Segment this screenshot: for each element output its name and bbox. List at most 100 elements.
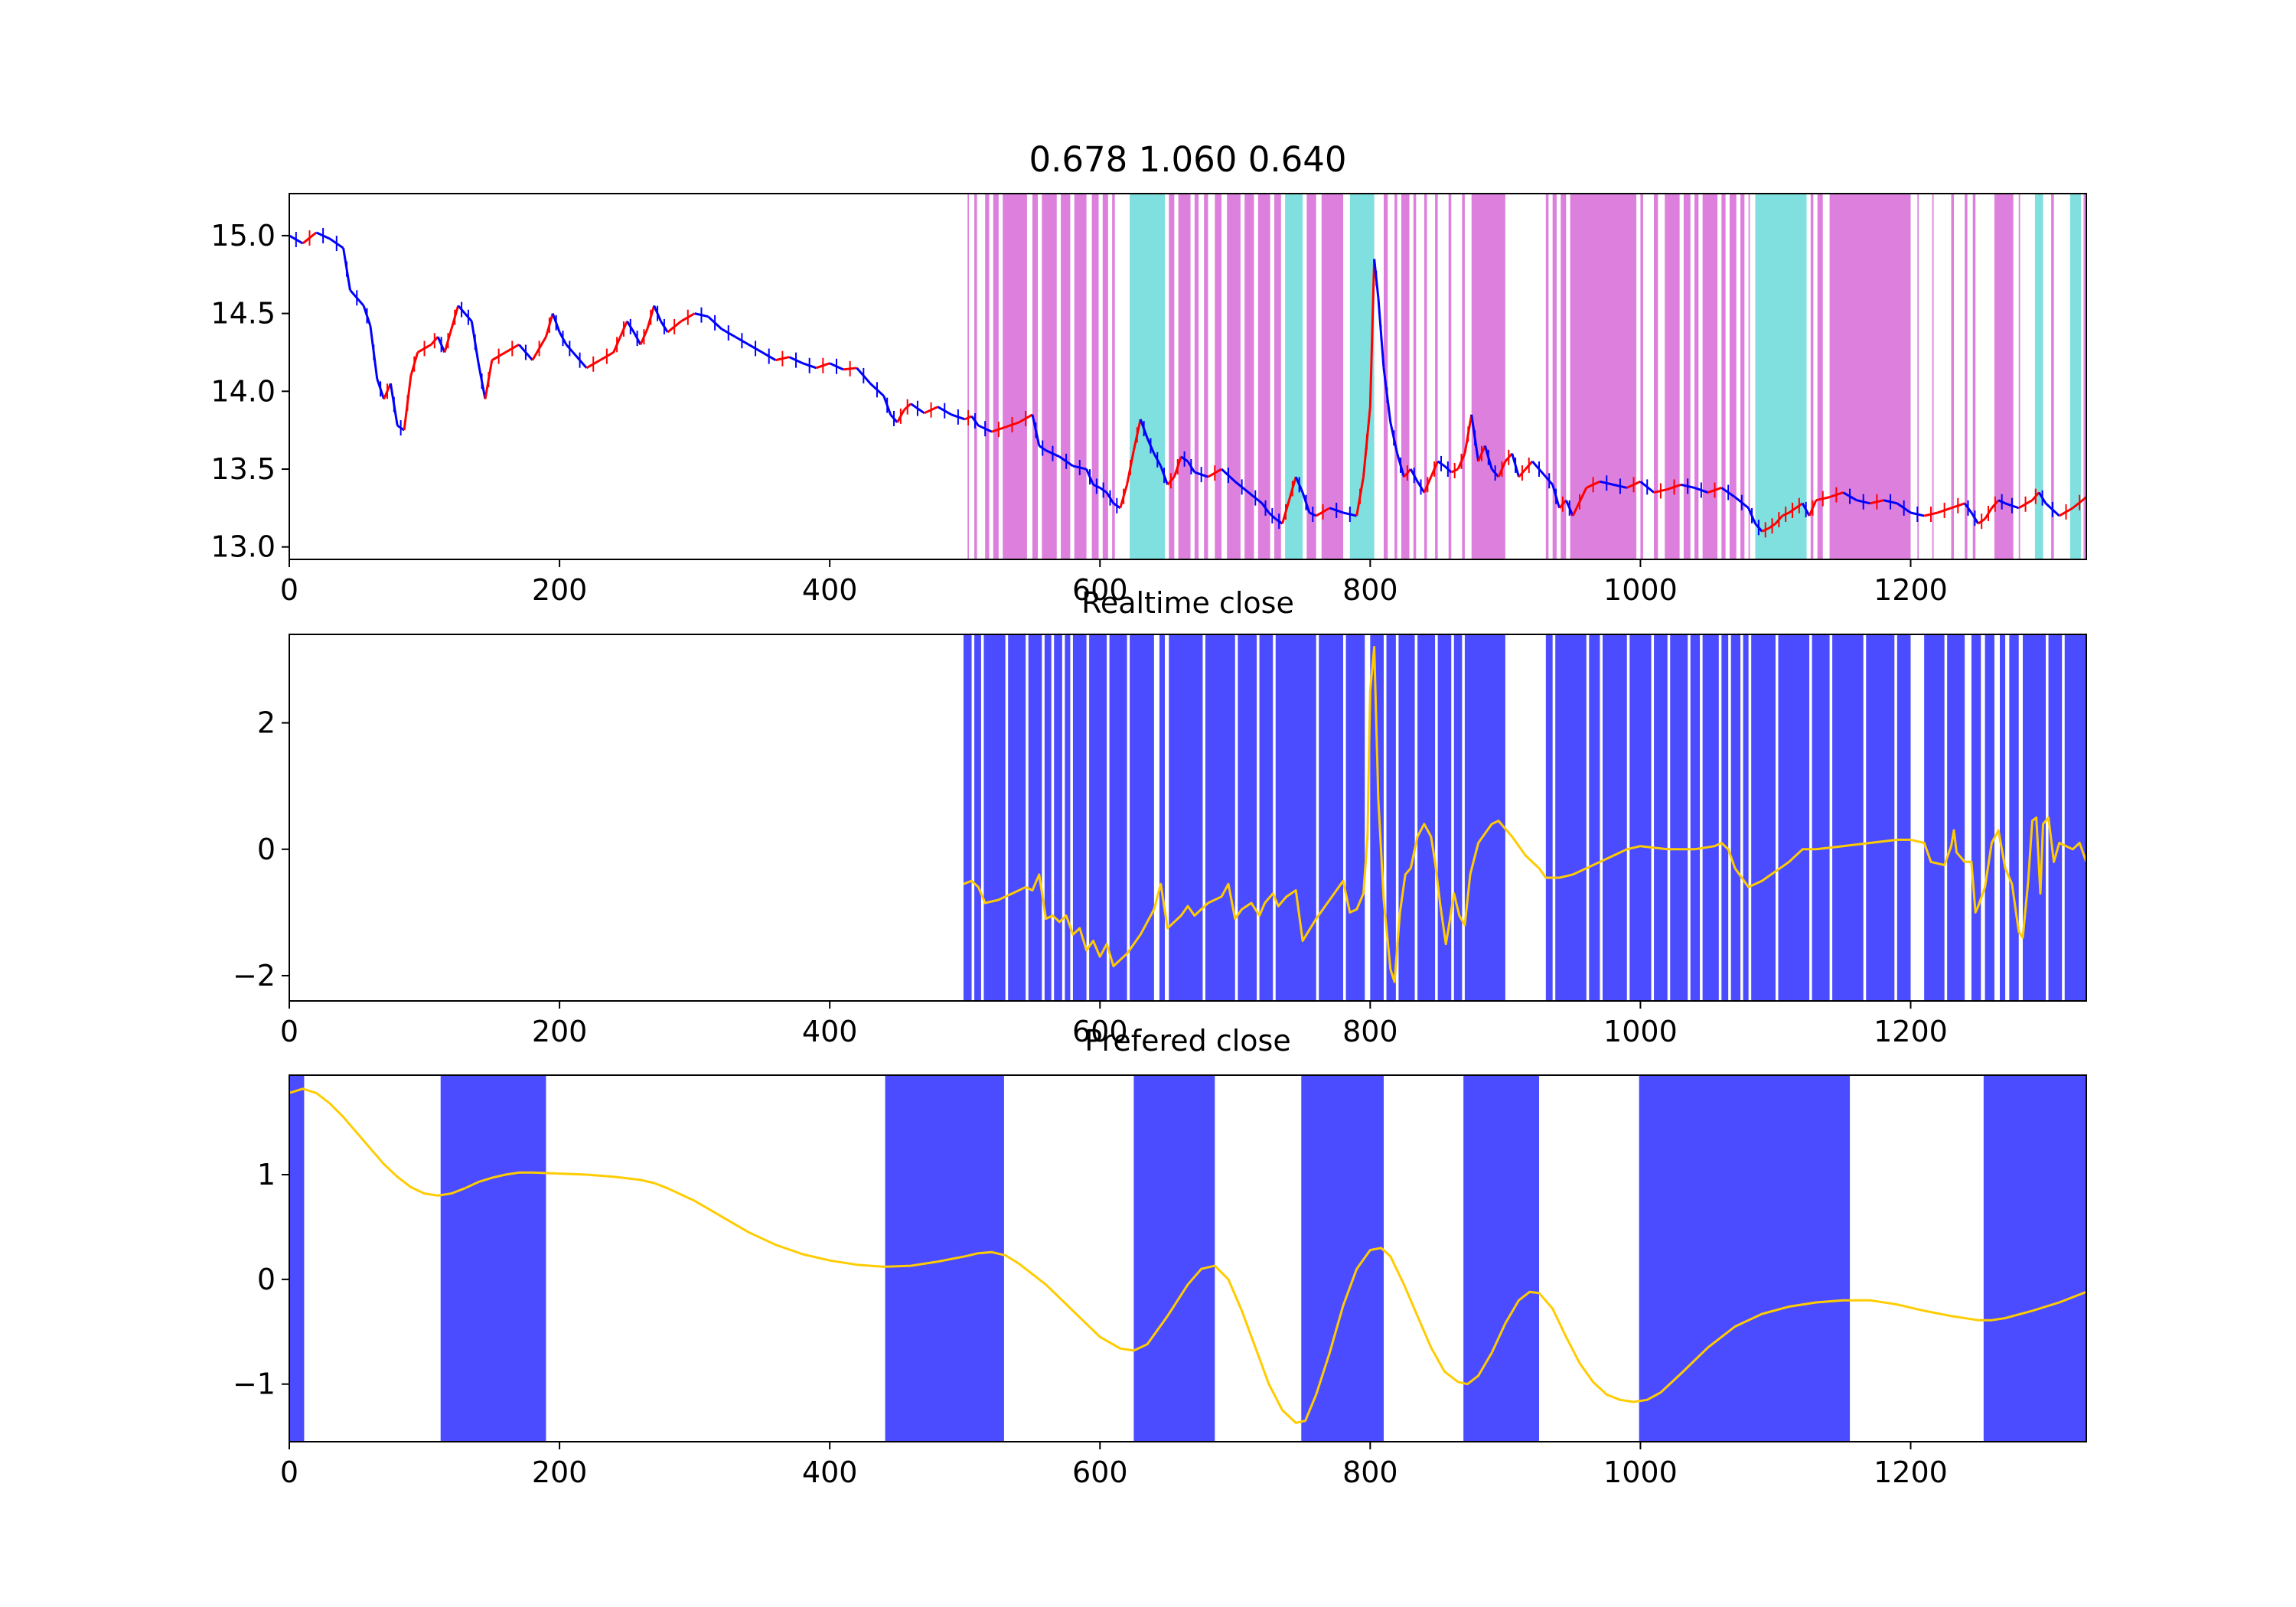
realtime-band — [1054, 634, 1062, 1001]
price-band-magenta — [1227, 194, 1241, 559]
realtime-band — [1778, 634, 1810, 1001]
realtime-band — [1169, 634, 1203, 1001]
price-band-magenta — [1932, 194, 1934, 559]
preferred-band — [1301, 1075, 1384, 1442]
realtime-band — [1386, 634, 1396, 1001]
realtime-band — [1345, 634, 1365, 1001]
price-panel: 0 200 400 600 800 1000 1200 13.0 13.5 14.0 14.5 15.… — [210, 193, 2087, 607]
realtime-band — [1089, 634, 1107, 1001]
realtime-band — [974, 634, 981, 1001]
realtime-band — [1109, 634, 1127, 1001]
preferred-ytick-label: 1 — [257, 1158, 276, 1191]
preferred-xtick-label: 600 — [1072, 1455, 1128, 1489]
realtime-band — [1453, 634, 1463, 1001]
preferred-ytick-label: −1 — [233, 1367, 276, 1401]
price-band-magenta — [1102, 194, 1108, 559]
realtime-band — [2048, 634, 2063, 1001]
realtime-xtick-label: 600 — [1072, 1015, 1128, 1048]
realtime-band — [1721, 634, 1729, 1001]
realtime-band — [1238, 634, 1257, 1001]
price-xtick-label: 400 — [802, 573, 858, 607]
realtime-band — [983, 634, 1006, 1001]
preferred-band — [885, 1075, 1004, 1442]
price-band-magenta — [1204, 194, 1208, 559]
price-band-magenta — [1194, 194, 1199, 559]
realtime-band — [1205, 634, 1235, 1001]
price-band-magenta — [1702, 194, 1718, 559]
realtime-band — [1437, 634, 1452, 1001]
preferred-panel: 0 200 400 600 800 1000 1200 −1 0 1 — [233, 1074, 2087, 1489]
price-band-magenta — [1471, 194, 1505, 559]
preferred-ytick-label: 0 — [257, 1263, 276, 1296]
price-band-magenta — [1917, 194, 1919, 559]
realtime-band — [1866, 634, 1895, 1001]
realtime-band — [1654, 634, 1668, 1001]
price-ytick-label: 13.0 — [210, 530, 276, 564]
price-xtick-label: 0 — [280, 573, 298, 607]
realtime-band — [1417, 634, 1436, 1001]
price-ytick-label: 13.5 — [210, 452, 276, 486]
realtime-band — [1629, 634, 1652, 1001]
realtime-band — [2064, 634, 2086, 1001]
price-band-magenta — [1394, 194, 1397, 559]
preferred-axes-frame — [289, 1074, 2087, 1442]
price-band-magenta — [1435, 194, 1438, 559]
price-band-magenta — [1817, 194, 1823, 559]
realtime-ytick-label: −2 — [233, 959, 276, 993]
price-band-magenta — [1032, 194, 1039, 559]
price-band-magenta — [2051, 194, 2054, 559]
price-band-magenta — [974, 194, 977, 559]
price-band-magenta — [1729, 194, 1737, 559]
realtime-band — [1370, 634, 1384, 1001]
price-xtick-label: 200 — [532, 573, 588, 607]
price-band-magenta — [1994, 194, 2014, 559]
realtime-xtick-label: 200 — [532, 1015, 588, 1048]
realtime-band — [1985, 634, 1994, 1001]
realtime-band — [1259, 634, 1274, 1001]
price-band-magenta — [1972, 194, 1976, 559]
realtime-band — [1065, 634, 1071, 1001]
price-band-magenta — [1748, 194, 1750, 559]
realtime-band — [1670, 634, 1688, 1001]
realtime-band — [1275, 634, 1316, 1001]
preferred-xtick-label: 400 — [802, 1455, 858, 1489]
price-axes-frame — [289, 193, 2087, 560]
price-band-magenta — [1178, 194, 1191, 559]
price-band-magenta — [1545, 194, 1549, 559]
preferred-xtick-label: 1000 — [1603, 1455, 1678, 1489]
realtime-band — [1743, 634, 1749, 1001]
realtime-band — [2009, 634, 2019, 1001]
realtime-band — [1008, 634, 1026, 1001]
price-band-magenta — [1413, 194, 1417, 559]
price-band-magenta — [1552, 194, 1557, 559]
price-band-magenta — [1694, 194, 1699, 559]
realtime-band — [1464, 634, 1505, 1001]
price-band-magenta — [985, 194, 990, 559]
price-band-magenta — [1274, 194, 1281, 559]
price-xtick-label: 600 — [1072, 573, 1128, 607]
realtime-xtick-label: 0 — [280, 1015, 298, 1048]
realtime-band — [2000, 634, 2006, 1001]
realtime-xtick-label: 1000 — [1603, 1015, 1678, 1048]
realtime-panel: 0 200 400 600 800 1000 1200−202 — [233, 634, 2087, 1048]
realtime-band — [1924, 634, 1945, 1001]
price-band-magenta — [1740, 194, 1745, 559]
price-band-magenta — [1965, 194, 1968, 559]
figure-title: 0.678 1.060 0.640 — [1029, 139, 1346, 180]
realtime-band — [1398, 634, 1415, 1001]
price-band-magenta — [1169, 194, 1175, 559]
price-band-cyan — [2034, 194, 2043, 559]
preferred-xtick-label: 1200 — [1874, 1455, 1948, 1489]
price-band-magenta — [1061, 194, 1071, 559]
preferred-xtick-label: 800 — [1342, 1455, 1398, 1489]
realtime-xtick-label: 400 — [802, 1015, 858, 1048]
preferred-band — [1133, 1075, 1215, 1442]
price-ytick-label: 14.5 — [210, 297, 276, 331]
preferred-band — [1983, 1075, 2086, 1442]
price-band-cyan — [2069, 194, 2081, 559]
realtime-ytick-label: 2 — [257, 706, 276, 740]
realtime-band — [1130, 634, 1154, 1001]
realtime-band — [1589, 634, 1600, 1001]
price-band-magenta — [2018, 194, 2020, 559]
price-band-cyan — [1130, 194, 1165, 559]
